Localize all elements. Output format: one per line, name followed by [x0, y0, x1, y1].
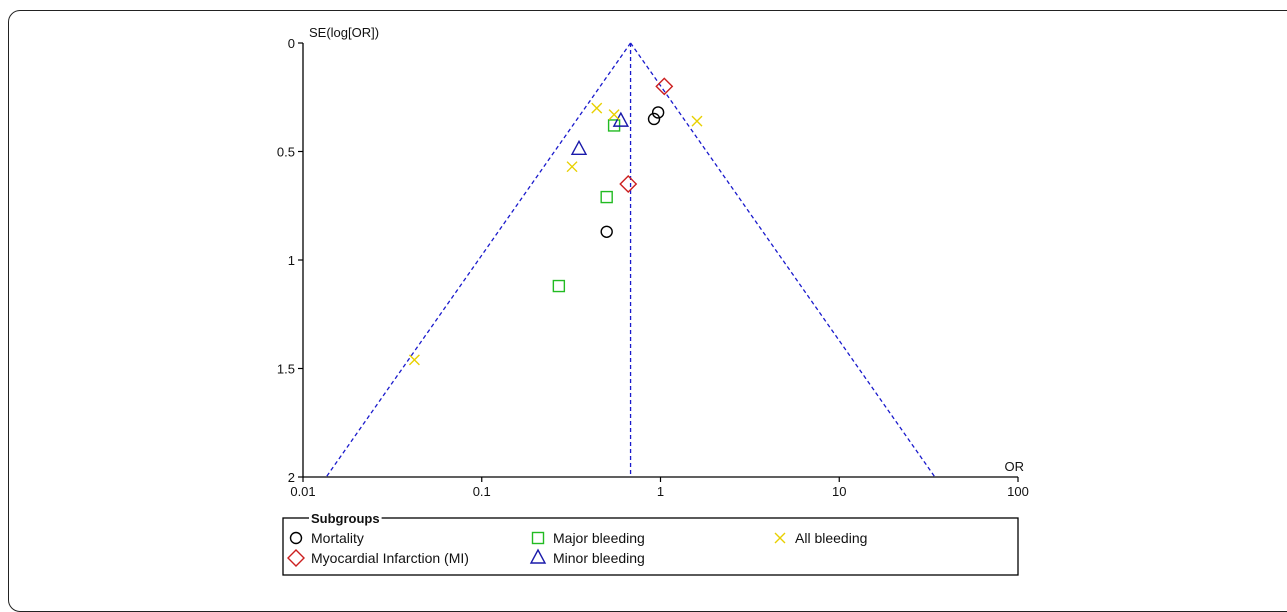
legend-marker-x	[774, 532, 786, 544]
funnel-left-limit	[325, 42, 632, 478]
y-axis-label: SE(log[OR])	[309, 25, 379, 40]
legend-marker-triangle	[529, 548, 547, 564]
legend-label: All bleeding	[795, 530, 867, 546]
x-tick-label: 10	[832, 484, 846, 499]
chart-frame	[8, 10, 1287, 612]
legend-label: Mortality	[311, 530, 364, 546]
y-tick-label: 0	[288, 36, 295, 51]
funnel-plot: 0 0.5 1 1.5 20.01 0.1 1 10 100 SE(log[OR]) OR Subg…	[277, 25, 1029, 576]
legend-marker-square	[531, 531, 545, 545]
legend-marker-circle	[289, 531, 303, 545]
point-x	[608, 109, 620, 121]
data-points	[408, 77, 703, 366]
point-circle	[647, 112, 661, 126]
legend-label: Myocardial Infarction (MI)	[311, 550, 469, 566]
point-x	[591, 102, 603, 114]
funnel-right-limit	[630, 42, 936, 478]
legend-label: Major bleeding	[553, 530, 645, 546]
x-tick-label: 0.01	[290, 484, 315, 499]
point-x	[566, 161, 578, 173]
y-tick-label: 0.5	[277, 145, 295, 160]
x-axis-label: OR	[1005, 459, 1025, 474]
point-triangle	[570, 139, 588, 156]
y-tick-label: 1	[288, 253, 295, 268]
y-tick-label: 1.5	[277, 362, 295, 377]
point-square	[600, 190, 613, 204]
y-tick-label: 2	[288, 470, 295, 485]
point-diamond	[655, 77, 674, 96]
point-x	[408, 354, 420, 366]
legend-label: Minor bleeding	[553, 550, 645, 566]
legend-title: Subgroups	[311, 511, 380, 526]
legend-marker-diamond	[287, 549, 305, 567]
point-triangle	[612, 111, 630, 127]
point-circle	[651, 106, 665, 119]
x-tick-label: 1	[657, 484, 664, 499]
legend: Subgroups Mortality Myocardial Infarction …	[282, 511, 1019, 576]
x-tick-label: 100	[1007, 484, 1029, 499]
point-diamond	[619, 175, 638, 194]
legend-title-background	[309, 511, 382, 526]
funnel-lines	[325, 42, 936, 478]
point-square	[552, 279, 566, 293]
point-x	[691, 115, 703, 127]
x-tick-label: 0.1	[473, 484, 491, 499]
point-circle	[600, 225, 613, 238]
axes: 0 0.5 1 1.5 20.01 0.1 1 10 100 SE(log[OR]) OR	[277, 25, 1029, 499]
legend-box	[282, 517, 1019, 576]
